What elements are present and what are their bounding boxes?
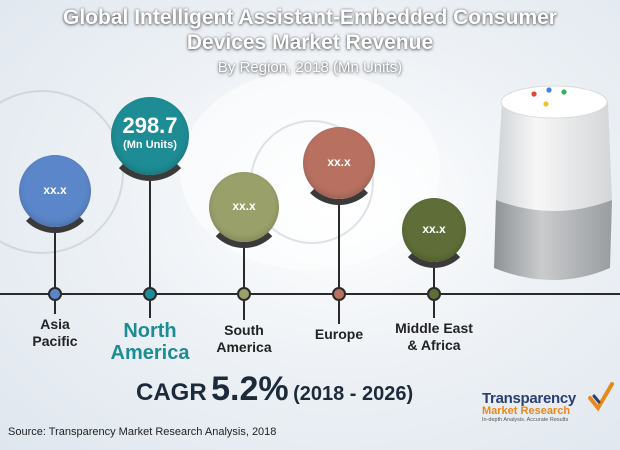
region-bubble [209,172,279,242]
region-bubble [19,155,91,227]
label-connector [149,301,151,318]
cagr-value: 5.2% [211,370,289,408]
timeline-node [427,287,441,301]
region-label-line1: South [224,322,264,338]
logo-tagline: In-depth Analysis. Accurate Results [482,417,569,423]
label-connector [54,301,56,314]
region-value: xx.x [422,222,446,236]
region-stem [243,238,245,293]
logo-line2: Market Research [482,405,571,417]
bubble-arc [204,168,284,248]
region-stem [149,171,151,293]
region-stem [54,223,56,293]
cagr-label: CAGR [136,379,207,406]
chart-title-line2: Devices Market Revenue [186,31,434,54]
region-value: xx.x [43,183,67,197]
smart-speaker-illustration [494,85,612,280]
chart-title-line1: Global Intelligent Assistant-Embedded Co… [63,6,557,29]
region-bubble [111,97,189,175]
cagr-period: (2018 - 2026) [293,383,414,405]
region-label: North America [95,320,205,364]
region-label-line1: North [123,320,177,342]
logo-line1: Transparency [482,390,576,407]
region-bubble [303,127,375,199]
region-label-line1: Asia [40,316,70,332]
region-stem [433,258,435,293]
source-note: Source: Transparency Market Research Ana… [8,426,277,438]
region-value: xx.x [327,155,351,169]
region-label-line2: America [216,339,272,355]
timeline-node [48,287,62,301]
cagr-statement: CAGR 5.2% (2018 - 2026) [136,370,413,409]
region-label: South America [199,322,289,356]
timeline-node [332,287,346,301]
region-label: Asia Pacific [20,316,90,350]
label-connector [243,301,245,320]
bubble-arc [298,123,380,205]
region-label: Europe [294,326,384,343]
region-value: 298.7 [122,113,178,138]
bubble-arc [106,93,194,181]
timeline-node [237,287,251,301]
region-label-line1: Middle East [395,320,473,336]
region-label: Middle East & Africa [379,320,489,354]
bubble-arc [14,151,96,233]
label-connector [433,301,435,318]
region-label-line2: & Africa [407,337,461,353]
region-label-line2: America [110,342,190,364]
region-value: xx.x [232,199,256,213]
tmr-logo: Transparency Market Research In-depth An… [482,382,616,423]
region-unit: (Mn Units) [123,139,177,151]
region-stem [338,195,340,293]
timeline-axis [0,293,620,295]
region-label-line2: Pacific [32,333,78,349]
timeline-node [143,287,157,301]
label-connector [338,301,340,324]
region-bubble [402,198,466,262]
checkmark-logo-icon [588,382,614,412]
bubble-arc [397,194,471,268]
region-label-line1: Europe [314,326,364,342]
chart-subtitle: By Region, 2018 (Mn Units) [217,59,403,76]
